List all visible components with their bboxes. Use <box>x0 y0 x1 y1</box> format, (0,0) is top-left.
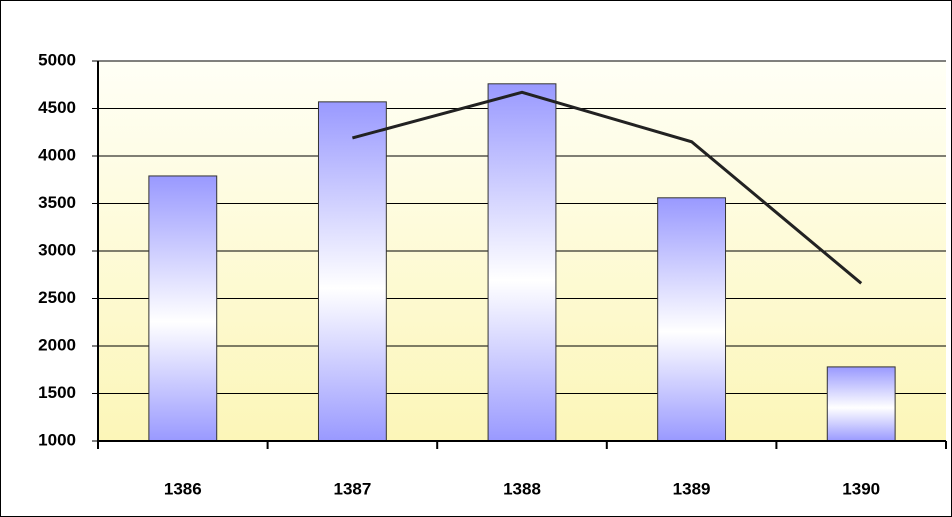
chart: 1000 1500 2000 2500 3000 3500 4000 4500 5000 1386… <box>0 0 952 517</box>
y-tick-label: 4000 <box>38 145 76 164</box>
y-tick-label: 1000 <box>38 430 76 449</box>
y-tick-label: 3500 <box>38 193 76 212</box>
x-tick-label: 1387 <box>333 479 371 498</box>
bar <box>318 102 386 441</box>
x-tick-label: 1390 <box>842 479 880 498</box>
bar <box>658 198 726 441</box>
y-tick-label: 2000 <box>38 335 76 354</box>
x-tick-label: 1388 <box>503 479 541 498</box>
bar <box>149 176 217 441</box>
y-tick-label: 1500 <box>38 383 76 402</box>
y-tick-label: 4500 <box>38 98 76 117</box>
y-tick-label: 5000 <box>38 50 76 69</box>
bar <box>488 84 556 441</box>
y-tick-label: 3000 <box>38 240 76 259</box>
y-tick-label: 2500 <box>38 288 76 307</box>
x-tick-label: 1389 <box>673 479 711 498</box>
bar <box>827 367 895 441</box>
x-tick-label: 1386 <box>164 479 202 498</box>
